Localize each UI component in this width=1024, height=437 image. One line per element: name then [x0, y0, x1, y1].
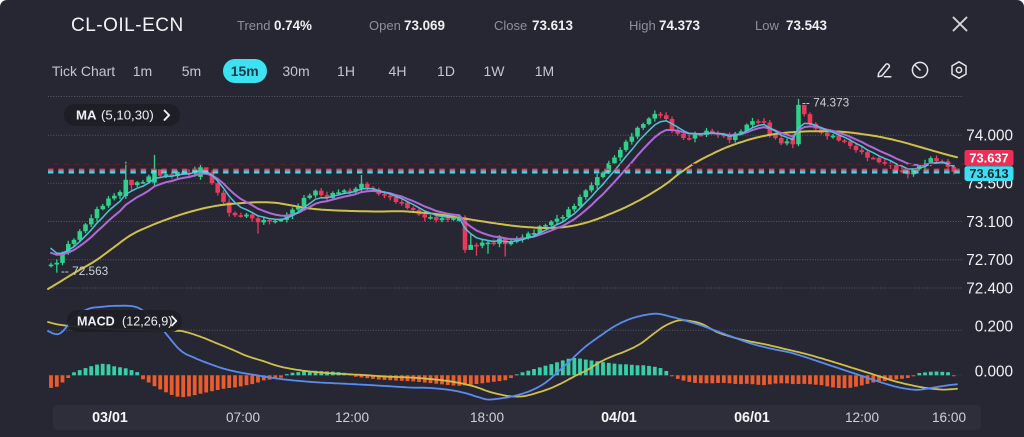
- svg-text:(5,10,30): (5,10,30): [101, 108, 154, 123]
- svg-text:12:00: 12:00: [845, 410, 879, 425]
- svg-text:03/01: 03/01: [92, 410, 128, 426]
- svg-text:18:00: 18:00: [470, 410, 504, 425]
- svg-text:-- 74.373: -- 74.373: [802, 95, 850, 109]
- svg-text:06/01: 06/01: [734, 410, 770, 426]
- svg-text:MACD: MACD: [77, 315, 115, 329]
- svg-text:07:00: 07:00: [226, 410, 260, 425]
- svg-text:12:00: 12:00: [335, 410, 369, 425]
- svg-text:74.000: 74.000: [966, 128, 1013, 145]
- svg-text:73.100: 73.100: [966, 214, 1013, 231]
- svg-text:0.000: 0.000: [975, 363, 1013, 380]
- svg-text:73.637: 73.637: [969, 150, 1008, 165]
- svg-text:-- 72.563: -- 72.563: [61, 264, 109, 278]
- svg-text:72.700: 72.700: [966, 252, 1013, 269]
- svg-text:73.613: 73.613: [969, 166, 1008, 181]
- svg-text:04/01: 04/01: [601, 410, 637, 426]
- svg-text:72.400: 72.400: [966, 280, 1013, 297]
- svg-text:0.200: 0.200: [975, 318, 1013, 335]
- svg-text:16:00: 16:00: [932, 410, 966, 425]
- svg-text:MA: MA: [76, 108, 97, 123]
- svg-text:(12,26,9): (12,26,9): [122, 315, 172, 329]
